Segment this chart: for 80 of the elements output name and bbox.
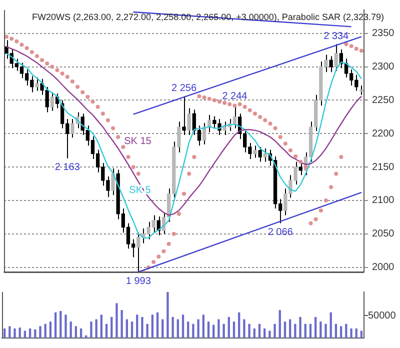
bar: [95, 319, 98, 338]
bar: [116, 303, 118, 338]
bar: [299, 316, 302, 338]
bar: [207, 322, 210, 338]
bar: [100, 314, 103, 338]
bar: [126, 319, 128, 338]
bar: [320, 322, 322, 338]
y-tick-label: 2300: [372, 62, 395, 73]
y-tick-label: 2000: [372, 262, 395, 274]
bar: [64, 314, 67, 338]
bar: [238, 312, 240, 338]
bar: [278, 310, 281, 338]
bar: [350, 328, 352, 338]
bar: [197, 319, 200, 338]
bar: [34, 329, 36, 338]
y-tick-label: 2050: [372, 228, 395, 240]
annotation: 1 993: [126, 276, 152, 287]
bar: [8, 326, 11, 338]
bar: [355, 328, 358, 338]
bar: [218, 319, 220, 338]
bar: [166, 292, 169, 338]
bar: [258, 324, 261, 338]
y-tick-label: 2100: [372, 195, 395, 206]
bar: [70, 322, 72, 338]
bar: [80, 328, 82, 338]
bar: [202, 314, 204, 338]
bar: [141, 316, 144, 338]
bar: [304, 324, 306, 338]
bar: [345, 324, 348, 338]
bar: [172, 316, 174, 338]
bar: [130, 322, 134, 338]
bar: [54, 312, 57, 338]
bar: [146, 324, 148, 338]
bar: [74, 326, 78, 338]
bar: [28, 328, 32, 338]
bar: [187, 322, 190, 338]
bar: [60, 310, 62, 338]
bar: [162, 319, 164, 338]
bar: [176, 319, 179, 338]
bar: [39, 326, 42, 338]
bar: [151, 314, 154, 338]
bar: [268, 330, 271, 338]
text: 50000: [368, 310, 396, 322]
bar: [49, 322, 52, 338]
bar: [18, 328, 21, 338]
bar: [334, 324, 338, 338]
bar: [105, 324, 108, 338]
bar: [330, 312, 332, 338]
bar: [264, 328, 266, 338]
bar: [120, 310, 123, 338]
bar: [24, 330, 26, 338]
bar: [360, 330, 363, 338]
bar: [288, 319, 292, 338]
bar: [340, 326, 342, 338]
bar: [222, 324, 225, 338]
bar: [182, 314, 184, 338]
bar: [228, 316, 230, 338]
bar: [3, 328, 6, 338]
bar: [44, 324, 46, 338]
y-tick-label: 2350: [372, 28, 395, 40]
bar: [243, 319, 246, 338]
bar: [294, 324, 296, 338]
bar: [248, 324, 250, 338]
bar: [192, 324, 194, 338]
bar: [274, 324, 276, 338]
bar: [314, 316, 317, 338]
bar: [324, 324, 327, 338]
bar: [212, 324, 215, 338]
bar: [110, 316, 113, 338]
bar: [14, 328, 16, 338]
bar: [284, 322, 286, 338]
bar: [156, 312, 159, 338]
bar: [309, 324, 312, 338]
y-tick-label: 2150: [372, 162, 395, 173]
bar: [232, 322, 236, 338]
bar: [90, 322, 92, 338]
bar: [253, 328, 256, 338]
bar: [136, 314, 138, 338]
y-tick-label: 2200: [372, 128, 395, 140]
y-tick-label: 2250: [372, 94, 395, 106]
